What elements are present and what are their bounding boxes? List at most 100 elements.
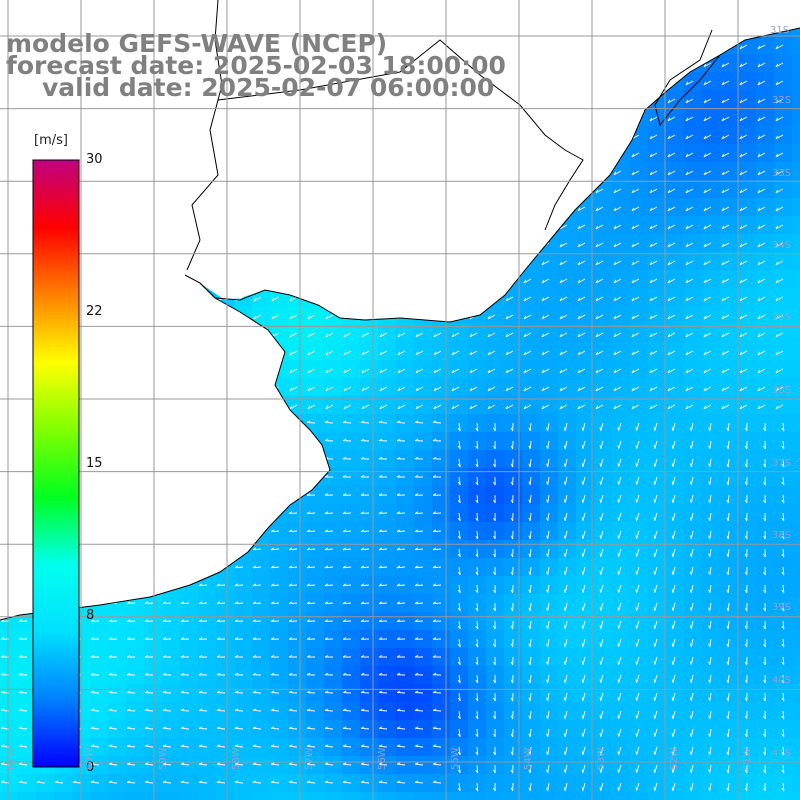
wind-arrow-head [546, 481, 549, 486]
wind-arrow-head [635, 571, 638, 575]
field-cell [324, 792, 342, 800]
wind-arrow-head [528, 571, 531, 576]
wind-arrow-head [528, 535, 531, 540]
wind-arrow-head [307, 369, 311, 374]
wind-arrow-head [493, 463, 496, 468]
wind-arrow [487, 404, 496, 410]
wind-arrow-head [361, 369, 365, 374]
wind-arrow [547, 440, 550, 449]
wind-arrow-head [757, 99, 761, 104]
wind-arrow-head [653, 553, 656, 557]
wind-arrow-head [523, 297, 527, 302]
wind-arrow-head [667, 369, 671, 374]
wind-arrow [476, 602, 479, 612]
wind-arrow-head [581, 445, 584, 449]
wind-arrow-head [599, 445, 602, 449]
field-cell [252, 792, 270, 800]
wind-arrow [685, 350, 694, 356]
field-cell [504, 792, 522, 800]
wind-arrow-head [581, 553, 584, 557]
wind-arrow [775, 314, 784, 320]
field-cell [792, 234, 800, 252]
wind-arrow-head [757, 333, 761, 338]
wind-arrow-head [763, 445, 766, 450]
wind-arrow [709, 566, 712, 575]
wind-arrow [727, 458, 730, 468]
wind-arrow [631, 278, 640, 284]
wind-arrow-head [703, 261, 707, 266]
wind-arrow [342, 602, 352, 605]
wind-arrow [582, 476, 586, 485]
wind-arrow [379, 386, 388, 392]
wind-arrow-head [475, 463, 479, 468]
wind-arrow [631, 170, 640, 176]
wind-arrow [739, 296, 748, 302]
wind-arrow-head [307, 333, 311, 338]
wind-arrow-head [631, 171, 635, 176]
wind-arrow-head [307, 387, 311, 392]
wind-arrow-head [493, 445, 496, 450]
wind-arrow-head [613, 297, 617, 302]
wind-arrow-head [432, 438, 437, 442]
wind-arrow [451, 404, 460, 410]
wind-arrow [636, 584, 640, 593]
wind-arrow [180, 602, 190, 605]
wind-arrow-head [775, 261, 779, 266]
wind-arrow [739, 44, 748, 50]
wind-arrow [288, 512, 298, 514]
wind-arrow [325, 368, 334, 374]
wind-arrow-head [396, 456, 401, 460]
wind-arrow-head [324, 493, 329, 496]
wind-arrow [721, 350, 730, 356]
wind-arrow-head [721, 117, 725, 122]
wind-arrow-head [432, 529, 437, 533]
wind-arrow-head [546, 535, 549, 540]
wind-arrow-head [271, 297, 275, 302]
wind-arrow [476, 512, 479, 522]
wind-arrow-head [703, 351, 707, 356]
wind-arrow-head [270, 547, 275, 551]
wind-arrow [469, 404, 478, 410]
wind-arrow-head [613, 207, 617, 212]
wind-arrow [325, 314, 334, 320]
wind-arrow-head [671, 517, 674, 521]
wind-arrow [360, 602, 370, 605]
wind-arrow-head [685, 225, 689, 230]
field-cell [792, 720, 800, 738]
wind-arrow [721, 206, 730, 212]
wind-arrow [577, 278, 586, 284]
wind-arrow [595, 368, 604, 374]
wind-arrow-head [475, 517, 479, 522]
wind-arrow [379, 404, 388, 410]
wind-arrow-head [288, 547, 293, 551]
wind-arrow-head [781, 481, 785, 486]
wind-arrow [654, 422, 658, 431]
wind-arrow [685, 116, 694, 122]
wind-arrow [451, 386, 460, 392]
wind-arrow [636, 440, 640, 449]
wind-arrow-head [649, 333, 653, 338]
wind-arrow [307, 404, 316, 410]
wind-arrow [613, 386, 622, 392]
wind-arrow-head [703, 279, 707, 284]
wind-arrow-head [414, 493, 419, 496]
wind-arrow [709, 458, 712, 467]
wind-arrow [672, 422, 676, 431]
field-cell [738, 792, 756, 800]
wind-arrow [289, 404, 298, 410]
wind-arrow [415, 350, 424, 356]
wind-arrow-head [433, 387, 437, 392]
wind-arrow-head [757, 243, 761, 248]
field-cell [792, 288, 800, 306]
wind-arrow-head [671, 463, 674, 467]
wind-arrow-head [457, 553, 461, 558]
wind-arrow-head [342, 493, 347, 496]
wind-arrow [582, 548, 586, 557]
wind-arrow-head [685, 297, 689, 302]
wind-arrow [721, 404, 730, 410]
wind-arrow [613, 188, 622, 194]
wind-arrow-head [432, 511, 437, 514]
wind-arrow [618, 584, 622, 593]
wind-arrow [613, 242, 622, 248]
